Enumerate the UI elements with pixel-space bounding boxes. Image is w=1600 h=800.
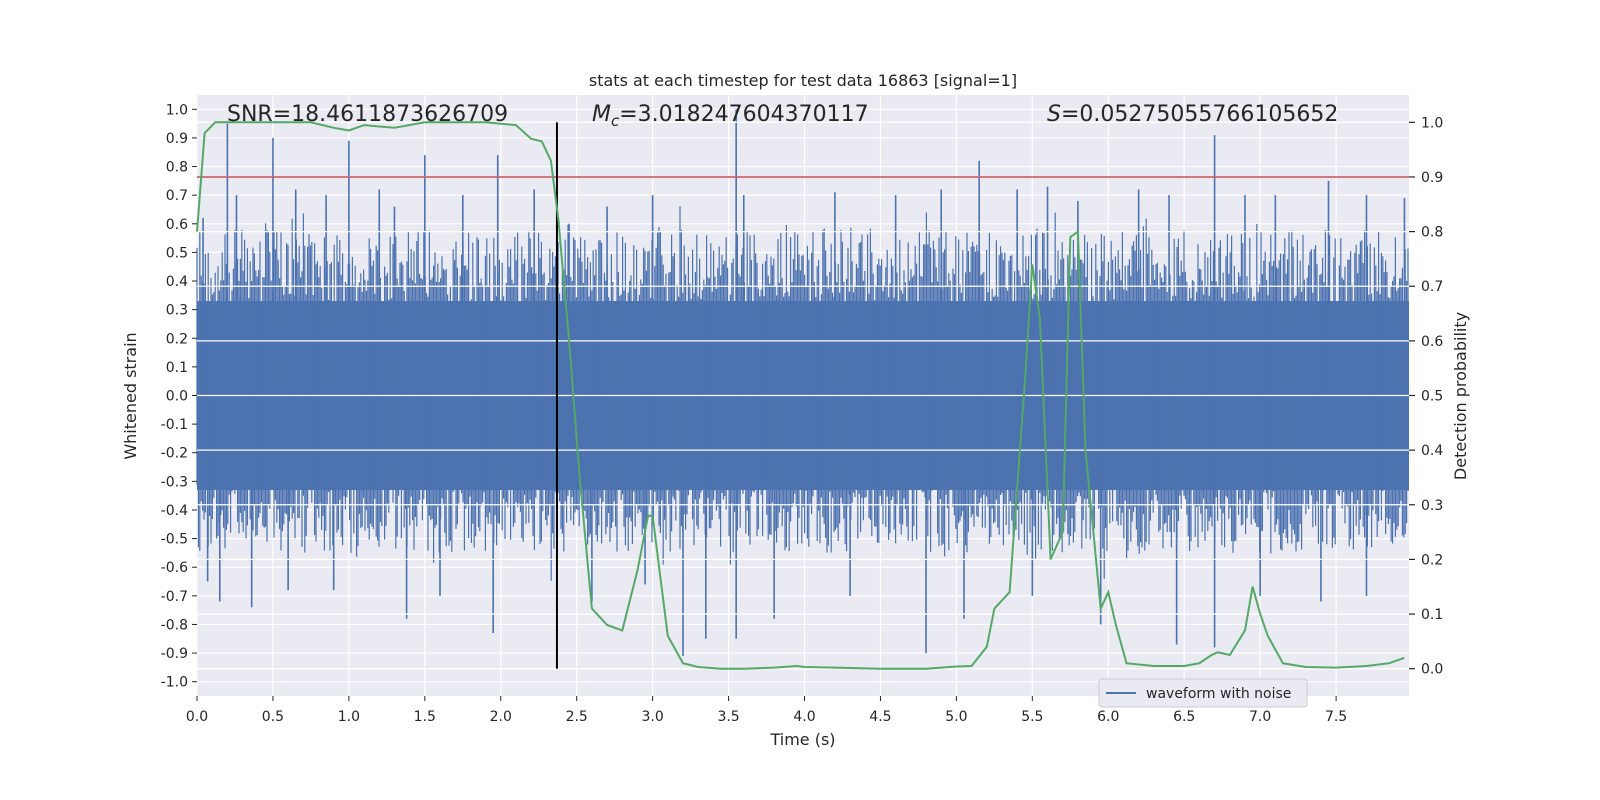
y-tick-label: -0.5 bbox=[161, 532, 188, 548]
y-tick-label: -0.4 bbox=[161, 503, 188, 519]
y-tick-label: -0.7 bbox=[161, 589, 188, 605]
y-tick-label: -0.8 bbox=[161, 617, 188, 633]
x-tick-label: 0.0 bbox=[186, 709, 208, 725]
y-tick-label: 0.8 bbox=[166, 160, 188, 176]
y-axis-label: Whitened strain bbox=[121, 332, 140, 459]
x-tick-label: 3.0 bbox=[642, 709, 664, 725]
y-tick-label: -0.1 bbox=[161, 417, 188, 433]
y2-tick-label: 0.2 bbox=[1421, 552, 1443, 568]
y-tick-label: 0.1 bbox=[166, 360, 188, 376]
x-tick-label: 3.5 bbox=[717, 709, 739, 725]
y-tick-label: -0.9 bbox=[161, 646, 188, 662]
detection-probability-line bbox=[196, 121, 1405, 670]
y-tick-label: 0.6 bbox=[166, 217, 188, 233]
x-tick-label: 2.0 bbox=[490, 709, 512, 725]
legend-box bbox=[1098, 678, 1308, 708]
y2-tick-label: 0.7 bbox=[1421, 279, 1443, 295]
s-value: =0.05275055766105652 bbox=[1061, 102, 1338, 127]
y2-tick-label: 0.6 bbox=[1421, 334, 1443, 350]
y2-tick-label: 1.0 bbox=[1421, 115, 1443, 131]
x-tick-label: 1.5 bbox=[414, 709, 436, 725]
legend: waveform with noise bbox=[1098, 678, 1308, 708]
x-tick-label: 1.0 bbox=[338, 709, 360, 725]
x-tick-label: 5.5 bbox=[1021, 709, 1043, 725]
x-axis-label: Time (s) bbox=[769, 730, 835, 749]
y-axis-ticks: 1.0 0.9 0.8 0.7 0.6 0.5 0.4 0.3 0.2 0.1 0.0 -0.1 -0.… bbox=[161, 102, 197, 691]
y-tick-label: 0.7 bbox=[166, 188, 188, 204]
y-tick-label: 0.2 bbox=[166, 331, 188, 347]
x-tick-label: 4.5 bbox=[869, 709, 891, 725]
x-tick-label: 4.0 bbox=[793, 709, 815, 725]
s-annotation: S=0.05275055766105652 bbox=[1047, 102, 1338, 127]
y2-tick-label: 0.4 bbox=[1421, 443, 1443, 459]
y2-tick-label: 0.0 bbox=[1421, 662, 1443, 678]
y-tick-label: 0.3 bbox=[166, 303, 188, 319]
y-tick-label: 1.0 bbox=[166, 102, 188, 118]
s-symbol: S bbox=[1047, 102, 1061, 127]
y-tick-label: -0.3 bbox=[161, 474, 188, 490]
y2-tick-label: 0.5 bbox=[1421, 389, 1443, 405]
y2-axis-label: Detection probability bbox=[1451, 312, 1470, 480]
chirp-mass-value: =3.018247604370117 bbox=[619, 102, 868, 127]
y-tick-label: 0.9 bbox=[166, 131, 188, 147]
y-tick-label: 0.4 bbox=[166, 274, 188, 290]
y-tick-label: -1.0 bbox=[161, 675, 188, 691]
chirp-mass-subscript: c bbox=[611, 112, 620, 130]
y-tick-label: 0.0 bbox=[166, 389, 188, 405]
y2-tick-label: 0.3 bbox=[1421, 498, 1443, 514]
x-axis-ticks: 0.0 0.5 1.0 1.5 2.0 2.5 3.0 3.5 4.0 4.5 5.0 5.5 6.0 6… bbox=[186, 696, 1347, 725]
x-tick-label: 7.0 bbox=[1249, 709, 1271, 725]
x-tick-label: 6.0 bbox=[1097, 709, 1119, 725]
y-tick-label: -0.6 bbox=[161, 560, 188, 576]
y2-axis-ticks: 1.0 0.9 0.8 0.7 0.6 0.5 0.4 0.3 0.2 0.1 0.0 bbox=[1409, 115, 1443, 678]
y2-tick-label: 0.9 bbox=[1421, 170, 1443, 186]
x-tick-label: 2.5 bbox=[566, 709, 588, 725]
legend-label: waveform with noise bbox=[1146, 686, 1291, 702]
x-tick-label: 6.5 bbox=[1173, 709, 1195, 725]
core-grid-overlay bbox=[197, 121, 1409, 670]
y-tick-label: -0.2 bbox=[161, 446, 188, 462]
y2-tick-label: 0.1 bbox=[1421, 607, 1443, 623]
snr-annotation: SNR=18.4611873626709 bbox=[227, 102, 508, 127]
x-tick-label: 7.5 bbox=[1325, 709, 1347, 725]
chart-title: stats at each timestep for test data 168… bbox=[589, 71, 1017, 90]
x-tick-label: 5.0 bbox=[945, 709, 967, 725]
y2-tick-label: 0.8 bbox=[1421, 225, 1443, 241]
y-tick-label: 0.5 bbox=[166, 245, 188, 261]
chirp-mass-symbol: M bbox=[592, 102, 611, 127]
chirp-mass-annotation: Mc=3.018247604370117 bbox=[592, 102, 869, 130]
x-tick-label: 0.5 bbox=[262, 709, 284, 725]
